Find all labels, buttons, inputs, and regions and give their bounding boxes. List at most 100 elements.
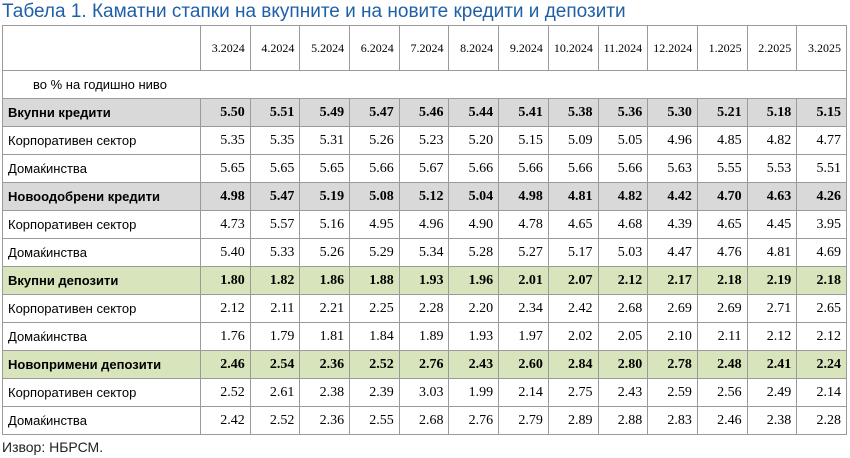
value-cell: 4.90 (448, 210, 500, 239)
value-cell: 3.03 (398, 378, 450, 407)
value-cell: 1.79 (249, 322, 301, 351)
row-label: Домаќинства (2, 154, 201, 183)
value-cell: 4.68 (597, 210, 649, 239)
column-header: 7.2024 (398, 25, 450, 71)
value-cell: 2.36 (299, 406, 351, 435)
value-cell: 2.83 (647, 406, 698, 435)
empty-cell (448, 70, 499, 99)
value-cell: 4.78 (498, 210, 549, 239)
value-cell: 2.25 (349, 294, 400, 323)
value-cell: 1.93 (448, 322, 500, 351)
value-cell: 4.63 (746, 182, 798, 211)
value-cell: 5.29 (349, 238, 400, 267)
empty-cell (250, 70, 300, 99)
value-cell: 5.26 (349, 126, 400, 155)
row-label: Корпоративен сектор (2, 126, 201, 155)
value-cell: 2.68 (398, 406, 450, 435)
value-cell: 2.54 (249, 350, 301, 379)
value-cell: 1.76 (200, 322, 251, 351)
value-cell: 2.39 (349, 378, 400, 407)
row-label: Домаќинства (2, 238, 201, 267)
sub-row: Домаќинства 1.76 1.79 1.81 1.84 1.89 1.93 1.97 2… (2, 322, 847, 351)
sub-row: Домаќинства 2.42 2.52 2.36 2.55 2.68 2.76 2.79 2… (2, 406, 847, 435)
value-cell: 2.01 (498, 266, 549, 295)
value-cell: 4.42 (647, 182, 698, 211)
value-cell: 5.27 (498, 238, 549, 267)
value-cell: 2.55 (349, 406, 400, 435)
value-cell: 4.81 (547, 182, 599, 211)
value-cell: 5.47 (349, 98, 400, 127)
value-cell: 5.55 (696, 154, 748, 183)
empty-cell (647, 70, 698, 99)
row-label: Домаќинства (2, 406, 201, 435)
value-cell: 5.15 (498, 126, 549, 155)
value-cell: 5.05 (597, 126, 649, 155)
value-cell: 1.84 (349, 322, 400, 351)
sub-row: Корпоративен сектор 5.35 5.35 5.31 5.26 5.23 5… (2, 126, 847, 155)
value-cell: 5.36 (597, 98, 649, 127)
column-header: 8.2024 (448, 25, 500, 71)
value-cell: 2.42 (200, 406, 251, 435)
value-cell: 5.30 (647, 98, 698, 127)
column-header: 3.2025 (796, 25, 847, 71)
empty-cell (399, 70, 449, 99)
value-cell: 5.31 (299, 126, 351, 155)
group-row: Новоодобрени кредити 4.98 5.47 5.19 5.08 5.12… (2, 182, 847, 211)
value-cell: 4.26 (796, 182, 847, 211)
value-cell: 2.75 (547, 378, 599, 407)
value-cell: 5.49 (299, 98, 351, 127)
value-cell: 4.47 (647, 238, 698, 267)
value-cell: 2.68 (597, 294, 649, 323)
value-cell: 5.19 (299, 182, 351, 211)
value-cell: 5.47 (249, 182, 301, 211)
value-cell: 2.12 (746, 322, 798, 351)
header-row: 3.2024 4.2024 5.2024 6.2024 7.2024 8.2024 9.20… (2, 25, 847, 71)
value-cell: 2.65 (796, 294, 847, 323)
value-cell: 2.52 (349, 350, 400, 379)
value-cell: 2.48 (696, 350, 748, 379)
column-header: 9.2024 (498, 25, 549, 71)
value-cell: 5.65 (249, 154, 301, 183)
value-cell: 5.38 (547, 98, 599, 127)
value-cell: 2.78 (647, 350, 698, 379)
value-cell: 4.73 (200, 210, 251, 239)
value-cell: 2.12 (200, 294, 251, 323)
value-cell: 2.19 (746, 266, 798, 295)
value-cell: 2.88 (597, 406, 649, 435)
row-label: Новоодобрени кредити (2, 182, 201, 211)
value-cell: 5.04 (448, 182, 500, 211)
row-label: Корпоративен сектор (2, 294, 201, 323)
value-cell: 1.97 (498, 322, 549, 351)
row-label: Домаќинства (2, 322, 201, 351)
value-cell: 5.18 (746, 98, 798, 127)
value-cell: 2.18 (796, 266, 847, 295)
value-cell: 5.41 (498, 98, 549, 127)
empty-cell (200, 70, 251, 99)
value-cell: 5.67 (398, 154, 450, 183)
sub-row: Корпоративен сектор 4.73 5.57 5.16 4.95 4.96 4… (2, 210, 847, 239)
value-cell: 5.16 (299, 210, 351, 239)
value-cell: 2.76 (398, 350, 450, 379)
sub-row: Корпоративен сектор 2.12 2.11 2.21 2.25 2.28 2… (2, 294, 847, 323)
value-cell: 1.88 (349, 266, 400, 295)
value-cell: 5.65 (299, 154, 351, 183)
value-cell: 5.09 (547, 126, 599, 155)
value-cell: 2.24 (796, 350, 847, 379)
corner-cell (2, 25, 201, 71)
value-cell: 5.63 (647, 154, 698, 183)
value-cell: 5.08 (349, 182, 400, 211)
value-cell: 1.99 (448, 378, 500, 407)
value-cell: 5.35 (200, 126, 251, 155)
value-cell: 4.76 (696, 238, 748, 267)
value-cell: 1.93 (398, 266, 450, 295)
value-cell: 5.65 (200, 154, 251, 183)
value-cell: 2.05 (597, 322, 649, 351)
empty-cell (498, 70, 549, 99)
value-cell: 2.89 (547, 406, 599, 435)
group-row: Вкупни кредити 5.50 5.51 5.49 5.47 5.46 5.44 5.… (2, 98, 847, 127)
empty-cell (299, 70, 350, 99)
column-header: 2.2025 (746, 25, 798, 71)
value-cell: 2.38 (299, 378, 351, 407)
value-cell: 2.61 (249, 378, 301, 407)
